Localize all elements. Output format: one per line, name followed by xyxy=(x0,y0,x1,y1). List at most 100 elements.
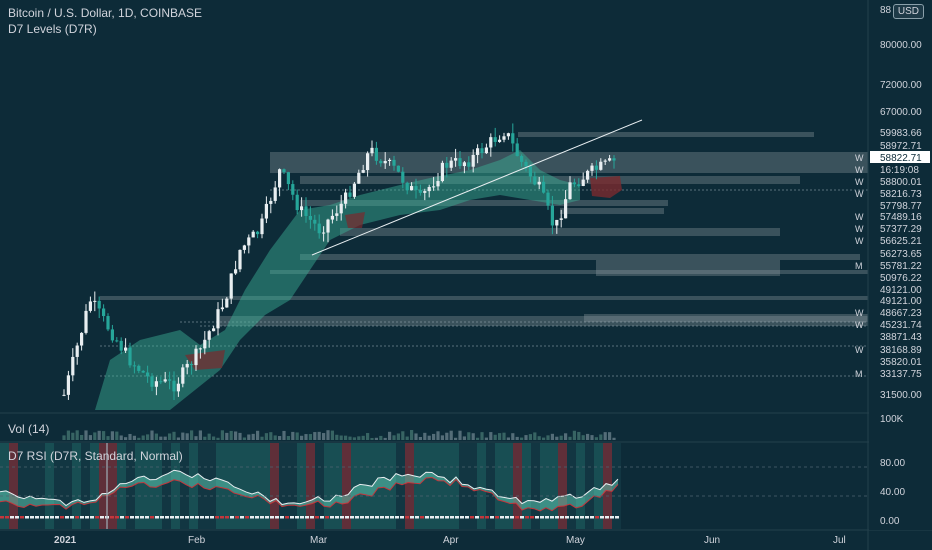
rsi-signal-dot xyxy=(230,516,234,519)
rsi-background-column xyxy=(9,443,18,529)
volume-bar xyxy=(423,432,427,440)
volume-bar xyxy=(392,435,396,440)
trend-line[interactable] xyxy=(311,119,643,256)
candle-body xyxy=(141,370,145,373)
candle-body xyxy=(361,170,365,173)
candle-body xyxy=(119,340,123,351)
currency-button[interactable]: USD xyxy=(892,4,924,19)
candle-body xyxy=(181,367,185,384)
candle-body xyxy=(71,356,75,376)
candle-body xyxy=(234,269,238,274)
candle-body xyxy=(128,347,132,366)
candle-body xyxy=(515,143,519,156)
volume-bar xyxy=(542,437,546,440)
rsi-signal-dot xyxy=(265,516,269,519)
candle-body xyxy=(568,182,572,200)
volume-bar xyxy=(247,434,251,440)
candle-body xyxy=(163,379,167,382)
volume-bar xyxy=(317,431,321,440)
price-pane[interactable] xyxy=(62,119,868,410)
time-axis[interactable]: 2021 Feb Mar Apr May Jun Jul xyxy=(54,535,846,546)
price-level-label: 48667.23 xyxy=(880,308,922,319)
candle-body xyxy=(220,307,224,310)
rsi-background-column xyxy=(72,443,81,529)
rsi-signal-dot xyxy=(375,516,379,519)
rsi-background-column xyxy=(549,443,558,529)
volume-pane-label[interactable]: Vol (14) xyxy=(8,422,50,436)
volume-bar xyxy=(458,430,462,440)
price-axis[interactable]: 88 80000.00 72000.00 67000.00 31500.00 5… xyxy=(855,0,932,530)
rsi-signal-dot xyxy=(565,516,569,519)
candle-body xyxy=(612,158,616,161)
volume-bar xyxy=(608,432,612,440)
rsi-pane-label[interactable]: D7 RSI (D7R, Standard, Normal) xyxy=(8,449,183,463)
rsi-signal-dot xyxy=(255,516,259,519)
candle-body xyxy=(493,137,497,142)
rsi-signal-dot xyxy=(570,516,574,519)
volume-bar xyxy=(295,432,299,440)
rsi-signal-dot xyxy=(470,516,474,519)
candle-body xyxy=(572,182,576,185)
candle-body xyxy=(339,203,343,214)
price-label-highlight xyxy=(870,151,930,163)
candle-body xyxy=(396,165,400,172)
symbol-title[interactable]: Bitcoin / U.S. Dollar, 1D, COINBASE xyxy=(8,6,203,20)
volume-bar xyxy=(568,436,572,440)
candle-body xyxy=(542,181,546,193)
candle-body xyxy=(216,309,220,329)
indicator-title[interactable]: D7 Levels (D7R) xyxy=(8,22,97,36)
candle-body xyxy=(467,162,471,167)
rsi-background-column xyxy=(252,443,261,529)
level-band xyxy=(584,314,868,322)
rsi-signal-dot xyxy=(400,516,404,519)
rsi-signal-dot xyxy=(450,516,454,519)
volume-bar xyxy=(383,437,387,440)
volume-bar xyxy=(322,433,326,440)
volume-bar xyxy=(550,433,554,440)
rsi-background-column xyxy=(27,443,36,529)
bear-cloud xyxy=(345,212,365,228)
rsi-background-column xyxy=(171,443,180,529)
level-tag: M xyxy=(855,369,863,379)
rsi-background-column xyxy=(477,443,486,529)
rsi-signal-dot xyxy=(430,516,434,519)
rsi-signal-dot xyxy=(95,516,99,519)
candle-body xyxy=(352,183,356,197)
candle-body xyxy=(110,329,114,341)
rsi-signal-dot xyxy=(0,516,4,519)
rsi-signal-dot xyxy=(160,516,164,519)
volume-bar xyxy=(207,433,211,440)
volume-bar xyxy=(88,435,92,440)
volume-bar xyxy=(132,435,136,440)
price-level-label: 58216.73 xyxy=(880,189,922,200)
candle-body xyxy=(418,189,422,193)
candle-body xyxy=(462,162,466,167)
level-tag: W xyxy=(855,236,864,246)
volume-bar xyxy=(427,435,431,440)
rsi-signal-dot xyxy=(485,516,489,519)
rsi-signal-dot xyxy=(330,516,334,519)
volume-bar xyxy=(524,435,528,440)
candle-body xyxy=(154,381,158,387)
volume-bar xyxy=(300,435,304,440)
rsi-signal-dot xyxy=(260,516,264,519)
volume-bar xyxy=(282,430,286,440)
candle-body xyxy=(62,394,66,396)
rsi-background-column xyxy=(432,443,441,529)
level-band xyxy=(560,208,664,214)
price-level-label: 57377.29 xyxy=(880,224,922,235)
volume-axis-label: 100K xyxy=(880,414,904,425)
candle-body xyxy=(264,203,268,219)
candle-body xyxy=(256,231,260,235)
volume-bar xyxy=(137,437,141,440)
candle-body xyxy=(594,165,598,170)
volume-bar xyxy=(564,433,568,440)
volume-bar xyxy=(273,435,277,440)
candle-body xyxy=(405,182,409,191)
volume-bar xyxy=(229,430,233,440)
rsi-signal-dot xyxy=(270,516,274,519)
rsi-signal-dot xyxy=(500,516,504,519)
candle-body xyxy=(84,310,88,333)
volume-bar xyxy=(269,432,273,440)
